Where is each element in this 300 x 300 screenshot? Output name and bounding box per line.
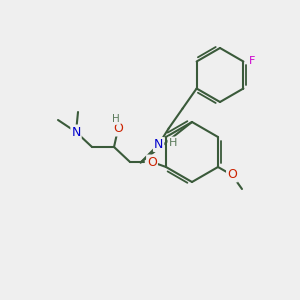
Text: O: O: [227, 169, 237, 182]
Text: H: H: [112, 114, 120, 124]
Text: N: N: [154, 138, 163, 151]
Text: O: O: [113, 122, 123, 136]
Text: F: F: [249, 56, 256, 67]
Text: O: O: [147, 155, 157, 169]
Text: N: N: [71, 125, 81, 139]
Text: H: H: [168, 137, 177, 148]
